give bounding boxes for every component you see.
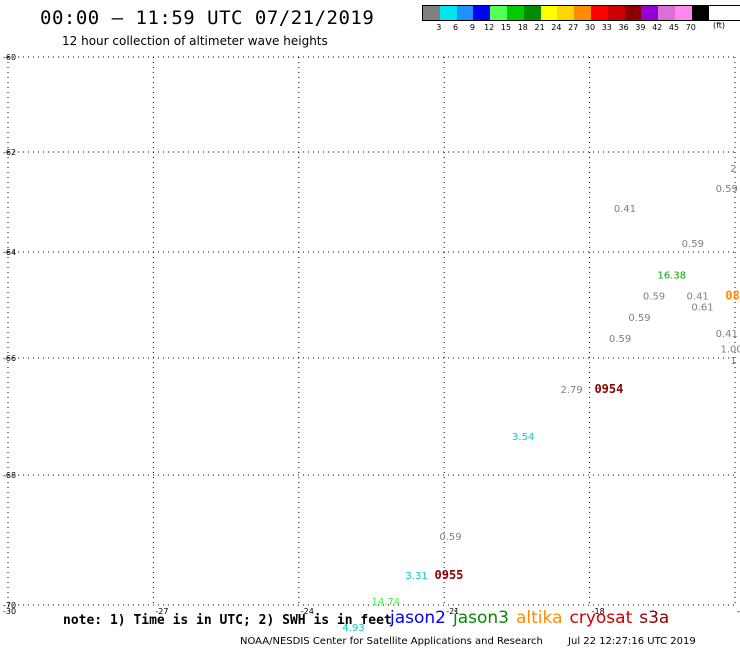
legend-swatch [540,6,558,20]
pass-time-label: 0955 [435,568,464,582]
legend-labels: 3 6 9 12 15 18 21 24 27 30 33 36 39 42 45 70 [422,21,740,35]
legend-label: 42 [652,23,663,32]
footer: NOAA/NESDIS Center for Satellite Applica… [240,636,718,647]
legend-label: 45 [668,23,680,32]
legend-label: 30 [584,23,596,32]
wave-height-label: 0.59 [628,313,650,324]
legend-label: 27 [568,23,579,32]
lon-tick-label: -24 [301,607,314,616]
wave-height-label: 4.93 [342,623,364,634]
legend-label: 24 [551,23,562,32]
pass-time-label: 0954 [594,382,623,396]
wave-height-label: 3.54 [512,432,534,443]
wave-height-label: 0.59 [643,292,665,303]
lat-tick-label: -60 [3,53,16,62]
wave-height-label: 0.59 [682,239,704,250]
legend-label: 70 [685,23,696,32]
lon-tick-label: -15 [737,607,740,616]
satellite-jason3: jason3 [453,608,509,628]
wave-height-label: 2 [730,164,736,175]
legend-label: 21 [534,23,545,32]
lon-tick-label: -27 [155,607,168,616]
lat-tick-label: -70 [3,601,16,610]
legend-swatch [641,6,659,20]
map-grid [7,56,736,606]
units-note: note: 1) Time is in UTC; 2) SWH is in fe… [63,613,392,628]
wave-height-label: 1.00 [720,345,740,356]
legend-label: 18 [517,23,528,32]
wave-height-label: 14.74 [372,597,401,608]
legend-swatch [423,6,440,20]
legend-swatch [607,6,625,20]
lon-tick-label: -18 [592,607,605,616]
map-subtitle: 12 hour collection of altimeter wave hei… [62,34,328,48]
pass-time-label: 0816 [725,289,740,303]
wave-height-label: 0.41 [716,329,738,340]
legend-label: 15 [500,23,512,32]
legend-swatch [590,6,608,20]
legend-label: 36 [618,23,629,32]
legend-swatch [624,6,642,20]
wave-height-label: 0.59 [439,532,461,543]
wave-height-label: 0.41 [614,204,636,215]
wave-height-label: 2.79 [561,385,583,396]
legend-swatch [490,6,507,20]
credit-text: NOAA/NESDIS Center for Satellite Applica… [240,636,543,647]
legend-unit: (ft) [713,21,726,30]
lat-tick-label: -64 [3,248,16,257]
wave-height-label: 3.31 [405,571,427,582]
satellite-key: jason2 jason3 altika cryosat s3a [390,608,676,628]
legend-label: 33 [601,23,612,32]
wave-height-label: 0.41 [687,292,709,303]
lat-tick-label: -66 [3,354,16,363]
lat-tick-label: -62 [3,148,16,157]
legend-swatch [557,6,575,20]
legend-label: 6 [453,23,459,32]
lon-tick-label: -21 [446,607,459,616]
satellite-s3a: s3a [639,608,670,628]
corner-lon-label: -30 [3,607,16,616]
legend-swatch [674,6,692,20]
legend-color-bar [422,5,740,21]
axis-ticks: -60 -62 -64 -66 -68 -70 -27 -24 -21 -18 -15 -30 [3,53,740,616]
legend-label: 9 [469,23,475,32]
legend-label: 39 [635,23,646,32]
wave-height-label: 1 [730,356,736,367]
satellite-cryosat: cryosat [569,608,633,628]
lat-tick-label: -68 [3,471,16,480]
wave-height-label: 0.59 [716,184,738,195]
color-legend: 3 6 9 12 15 18 21 24 27 30 33 36 39 42 45 70 [422,5,740,35]
wave-height-label: 0.59 [609,334,631,345]
satellite-jason2: jason2 [390,608,446,628]
legend-swatch [691,6,709,20]
legend-swatch [658,6,675,20]
wave-height-label: 16.38 [657,271,686,282]
legend-swatch [473,6,491,20]
timestamp-text: Jul 22 12:27:16 UTC 2019 [568,636,696,647]
legend-label: 3 [436,23,442,32]
wave-height-label: 0.61 [691,302,713,313]
satellite-altika: altika [516,608,563,628]
legend-swatch [456,6,474,20]
legend-swatch [439,6,457,20]
legend-label: 12 [484,23,495,32]
legend-swatch [506,6,524,20]
legend-swatch [523,6,541,20]
legend-swatch [574,6,591,20]
map-title: 00:00 – 11:59 UTC 07/21/2019 [40,7,375,29]
